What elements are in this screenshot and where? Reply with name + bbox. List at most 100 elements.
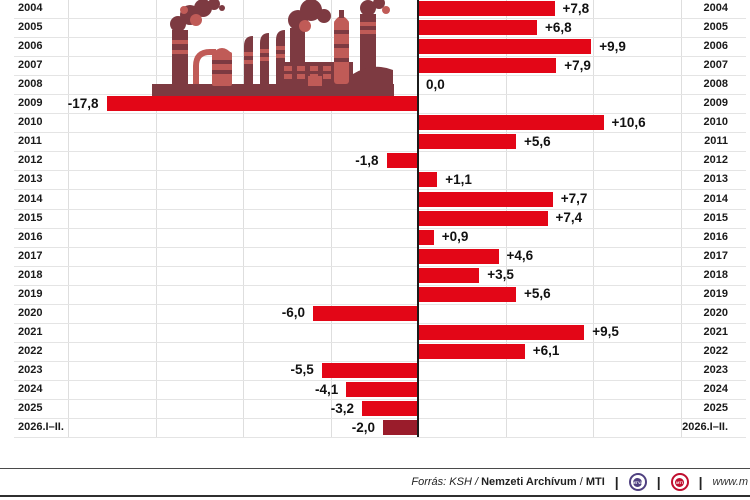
bar-2020 (313, 305, 418, 321)
mtva-logo-icon: MTVA (628, 473, 647, 491)
year-label-left: 2011 (18, 135, 42, 148)
year-label-left: 2021 (18, 325, 43, 338)
bar-2025 (362, 401, 418, 417)
value-label: +7,4 (555, 210, 583, 226)
value-label: -4,1 (314, 381, 339, 397)
horizontal-gridline (14, 18, 746, 20)
value-label: 0,0 (426, 76, 445, 92)
bar-2012 (386, 153, 418, 169)
bar-2019 (418, 286, 516, 302)
horizontal-gridline (14, 189, 746, 191)
year-label-left: 2008 (18, 78, 43, 91)
horizontal-gridline (14, 418, 746, 420)
year-label-left: 2019 (18, 287, 43, 300)
value-label: +7,9 (564, 57, 591, 73)
vertical-gridline (593, 0, 594, 438)
year-label-right: 2013 (703, 173, 728, 186)
value-label: -2,0 (351, 419, 375, 435)
value-label: +1,1 (445, 171, 472, 187)
value-label: +7,7 (560, 191, 588, 206)
year-label-left: 2023 (18, 363, 43, 376)
bar-2026.I–II. (383, 420, 418, 436)
vertical-gridline (330, 0, 332, 438)
bar-2004 (418, 1, 555, 16)
year-label-right: 2026.I–II. (682, 421, 728, 434)
bar-2015 (418, 210, 548, 226)
horizontal-gridline (14, 151, 746, 153)
year-label-right: 2008 (703, 78, 728, 91)
horizontal-gridline (14, 132, 746, 134)
year-label-left: 2026.I–II. (18, 421, 64, 434)
bar-2021 (418, 324, 585, 340)
vertical-gridline (243, 0, 244, 438)
year-label-left: 2007 (18, 59, 43, 72)
bar-2013 (418, 172, 438, 188)
horizontal-gridline (14, 322, 746, 324)
source-text: Forrás: KSH / Nemzeti Archívum / MTI (411, 476, 605, 488)
value-label: +7,8 (562, 0, 590, 16)
value-label: +6,8 (545, 19, 572, 35)
horizontal-gridline (14, 437, 746, 439)
year-label-right: 2007 (703, 59, 728, 72)
value-label: +0,9 (441, 229, 469, 245)
bar-2024 (346, 382, 418, 397)
value-label: -3,2 (330, 400, 354, 416)
horizontal-gridline (14, 399, 746, 401)
value-label: -1,8 (355, 152, 379, 168)
footer-divider: | (614, 474, 619, 490)
website-text: www.m (712, 476, 748, 488)
value-label: +4,6 (506, 248, 534, 264)
year-label-right: 2015 (703, 211, 728, 224)
bar-2011 (418, 134, 516, 150)
horizontal-gridline (14, 360, 746, 362)
bar-2016 (418, 229, 434, 245)
bar-2022 (418, 343, 525, 359)
year-label-right: 2010 (703, 116, 728, 129)
value-label: +5,6 (524, 133, 551, 149)
footer-divider: | (698, 474, 703, 490)
year-label-right: 2005 (703, 21, 728, 34)
bar-2010 (418, 115, 604, 131)
year-label-left: 2017 (18, 249, 43, 262)
factory-illustration (152, 0, 394, 96)
year-label-right: 2023 (703, 363, 728, 376)
bar-2005 (418, 20, 537, 36)
year-label-right: 2009 (703, 97, 728, 110)
value-label: +5,6 (524, 286, 551, 302)
year-label-left: 2016 (18, 230, 43, 243)
vertical-gridline (680, 0, 682, 438)
value-label: -6,0 (281, 305, 305, 321)
year-label-right: 2017 (703, 249, 728, 262)
year-label-right: 2011 (704, 135, 728, 148)
year-label-left: 2018 (18, 268, 43, 281)
horizontal-gridline (14, 56, 746, 58)
year-label-right: 2004 (703, 2, 728, 14)
footer-divider: | (656, 474, 661, 490)
year-label-right: 2006 (703, 40, 728, 53)
bar-2017 (418, 248, 499, 264)
year-label-left: 2013 (18, 173, 43, 186)
vertical-gridline (155, 0, 157, 438)
mti-logo-icon: MTI (670, 473, 689, 491)
footer: Forrás: KSH / Nemzeti Archívum / MTI | M… (0, 468, 750, 497)
bar-2007 (418, 58, 557, 74)
value-label: -5,5 (290, 362, 314, 378)
horizontal-gridline (14, 379, 746, 381)
year-label-right: 2012 (703, 154, 728, 167)
year-label-right: 2016 (703, 230, 728, 243)
year-label-left: 2025 (18, 402, 43, 415)
horizontal-gridline (14, 37, 746, 39)
year-label-right: 2019 (703, 287, 728, 300)
year-label-right: 2024 (703, 383, 728, 395)
horizontal-gridline (14, 113, 746, 115)
year-label-left: 2009 (18, 97, 43, 110)
value-axis (416, 0, 420, 438)
value-label: +3,5 (487, 267, 514, 283)
year-label-right: 2018 (703, 268, 728, 281)
bar-2018 (418, 267, 480, 283)
bar-2014 (418, 191, 553, 207)
horizontal-gridline (14, 170, 746, 172)
year-label-left: 2012 (18, 154, 43, 167)
year-label-right: 2021 (703, 325, 728, 338)
